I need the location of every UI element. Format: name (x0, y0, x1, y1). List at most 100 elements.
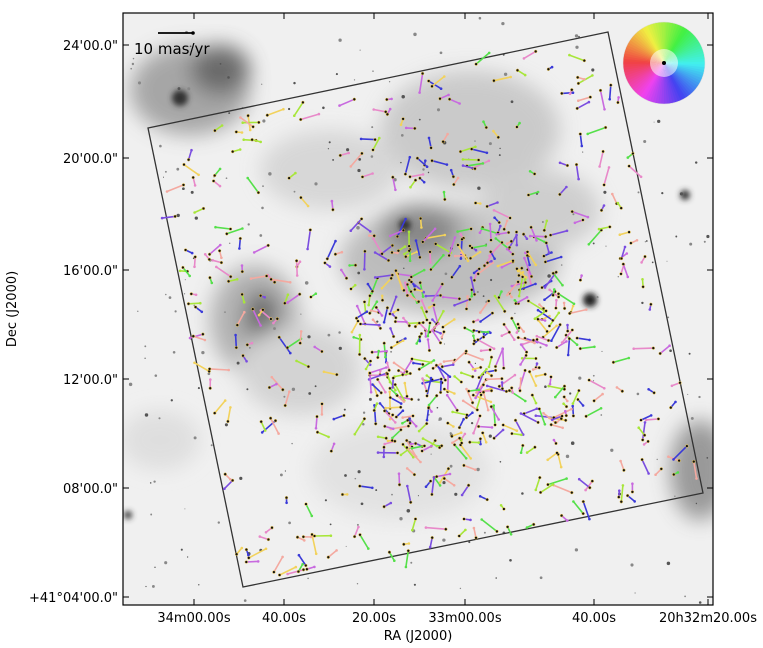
cluster-star (191, 175, 195, 180)
proper-motion-vector (481, 518, 498, 533)
cluster-star (546, 67, 551, 71)
proper-motion-vector (430, 254, 445, 271)
vector-arrowhead (394, 421, 397, 424)
proper-motion-vector (535, 414, 555, 419)
vector-arrowhead (631, 482, 634, 486)
cluster-star (488, 348, 492, 352)
cluster-star (234, 130, 238, 134)
vector-arrowhead (505, 219, 509, 223)
proper-motion-vector (420, 307, 428, 321)
cluster-star (397, 483, 402, 487)
vector-arrowhead (209, 378, 212, 381)
cluster-star (558, 323, 562, 327)
vector-arrowhead (200, 310, 204, 314)
cluster-star (533, 445, 537, 449)
cluster-star (285, 346, 290, 350)
vector-arrowhead (501, 428, 505, 432)
field-star (637, 191, 640, 194)
vector-arrowhead (432, 359, 436, 362)
field-star (565, 454, 570, 459)
cluster-star (427, 348, 432, 353)
cluster-star (329, 449, 333, 453)
cluster-star (326, 555, 330, 559)
vector-arrowhead (419, 460, 422, 464)
vector-arrowhead (559, 255, 563, 259)
cluster-star (393, 439, 397, 443)
vector-arrowhead (349, 165, 353, 168)
proper-motion-vector (383, 343, 387, 358)
cluster-star (456, 243, 460, 247)
vector-arrowhead (431, 318, 434, 321)
proper-motion-vector (547, 452, 558, 461)
proper-motion-vector (542, 325, 558, 338)
field-star (194, 216, 198, 220)
vector-arrowhead (193, 211, 196, 214)
cluster-star (413, 287, 417, 292)
field-star (476, 290, 479, 294)
proper-motion-vector (470, 277, 476, 295)
field-star (509, 558, 512, 562)
sky-image (123, 13, 713, 605)
vector-arrowhead (515, 331, 519, 334)
scale-bar-tip (191, 31, 195, 35)
cluster-star (536, 420, 540, 425)
proper-motion-vector (300, 197, 309, 207)
cluster-star (234, 552, 239, 556)
vector-arrowhead (459, 431, 463, 435)
cluster-star (251, 125, 255, 129)
field-star (151, 584, 155, 588)
cluster-star (223, 472, 227, 476)
vector-arrowhead (487, 365, 491, 369)
vector-arrowhead (412, 455, 415, 459)
cluster-star (395, 234, 400, 239)
vector-arrowhead (588, 338, 591, 342)
cluster-star (430, 536, 434, 540)
cluster-star (356, 319, 360, 323)
cluster-star (575, 336, 579, 340)
field-star (219, 63, 222, 65)
proper-motion-vector (533, 339, 547, 347)
vector-arrowhead (575, 343, 579, 347)
vector-arrowhead (583, 78, 586, 81)
field-star (630, 563, 634, 567)
vector-arrowhead (384, 406, 388, 410)
cluster-star (526, 193, 531, 197)
cluster-star (387, 368, 391, 372)
vector-arrowhead (340, 250, 344, 254)
vector-arrowhead (535, 362, 539, 365)
vector-arrowhead (564, 409, 567, 413)
vector-arrowhead (647, 388, 650, 391)
field-star (582, 151, 584, 153)
field-star (132, 57, 135, 60)
proper-motion-vector (547, 477, 567, 486)
cluster-star (418, 281, 422, 285)
proper-motion-vector (287, 568, 304, 575)
proper-motion-vector (460, 146, 476, 153)
proper-motion-vector (465, 296, 469, 309)
field-star (541, 221, 544, 223)
cluster-star (462, 463, 466, 468)
proper-motion-vector (374, 251, 389, 262)
proper-motion-vector (444, 388, 455, 395)
proper-motion-vector (383, 307, 389, 323)
vector-arrowhead (607, 166, 611, 169)
vector-arrowhead (424, 526, 428, 529)
proper-motion-vector (359, 485, 373, 489)
cluster-star (473, 201, 478, 205)
vector-arrowhead (409, 442, 413, 446)
proper-motion-vector (432, 283, 443, 301)
vector-arrowhead (517, 294, 521, 298)
cluster-star (427, 79, 431, 83)
cluster-star (446, 421, 450, 425)
vector-arrowhead (486, 330, 490, 334)
cluster-star (357, 352, 362, 357)
proper-motion-vector (466, 162, 484, 167)
field-star (592, 380, 595, 382)
proper-motion-vector (393, 362, 408, 373)
field-star (308, 392, 312, 395)
vector-arrowhead (380, 314, 384, 317)
proper-motion-vector (493, 76, 511, 82)
cluster-star (489, 389, 494, 393)
cluster-star (207, 257, 211, 262)
vector-arrowhead (561, 426, 564, 430)
